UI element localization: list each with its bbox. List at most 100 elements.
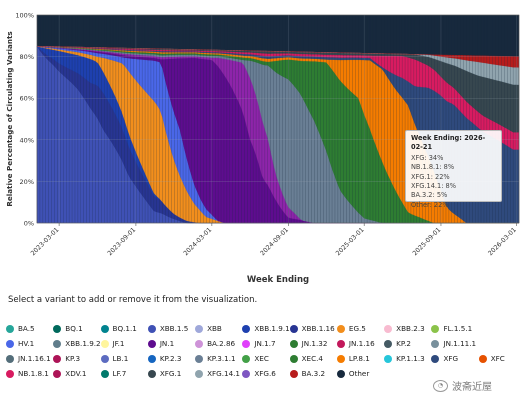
legend-label: BA.3.2 xyxy=(301,369,326,378)
legend-swatch-icon xyxy=(147,324,156,333)
legend-item-lp-8-1[interactable]: LP.8.1 xyxy=(336,354,370,363)
legend-swatch-icon xyxy=(289,369,298,378)
tooltip-line: XFG: 34% xyxy=(411,153,444,162)
y-tick-label: 20% xyxy=(20,178,34,186)
legend-item-bq-1-1[interactable]: BQ.1.1 xyxy=(100,324,137,333)
legend-label: EG.5 xyxy=(348,324,366,333)
legend-item-jf-1[interactable]: JF.1 xyxy=(100,339,125,348)
legend-label: JN.1.7 xyxy=(254,339,276,348)
legend-item-xbb-1-16[interactable]: XBB.1.16 xyxy=(289,324,335,333)
legend-label: JF.1 xyxy=(112,339,125,348)
legend-label: XBB.1.9.1 xyxy=(254,324,290,333)
legend-label: BQ.1.1 xyxy=(112,324,137,333)
legend-item-xbb-1-5[interactable]: XBB.1.5 xyxy=(147,324,188,333)
legend-swatch-icon xyxy=(53,324,62,333)
legend-item-xec-4[interactable]: XEC.4 xyxy=(289,354,323,363)
legend-item-nb-1-8-1[interactable]: NB.1.8.1 xyxy=(6,369,49,378)
legend-item-xbb-1-9-1[interactable]: XBB.1.9.1 xyxy=(242,324,290,333)
y-tick-label: 40% xyxy=(20,136,34,144)
tooltip-line: XFG.14.1: 8% xyxy=(411,182,456,191)
legend-label: KP.2 xyxy=(396,339,411,348)
legend-label: XFG xyxy=(443,354,459,363)
legend-swatch-icon xyxy=(53,339,62,348)
legend-label: XBB xyxy=(207,324,222,333)
legend-item-ba-2-86[interactable]: BA.2.86 xyxy=(195,339,235,348)
tooltip-title: Week Ending: 2026-02-21 xyxy=(411,134,486,152)
legend-swatch-icon xyxy=(100,324,109,333)
legend-swatch-icon xyxy=(147,339,156,348)
legend-item-ba-5[interactable]: BA.5 xyxy=(6,324,35,333)
variant-legend: BA.5 BQ.1 BQ.1.1 XBB.1.5 XBB XBB.1.9.1 XBB.1.1… xyxy=(6,324,526,384)
legend-instructions: Select a variant to add or remove it fro… xyxy=(8,295,258,305)
legend-label: JN.1.32 xyxy=(301,339,328,348)
legend-label: BA.5 xyxy=(18,324,35,333)
legend-swatch-icon xyxy=(242,369,251,378)
legend-item-kp-2[interactable]: KP.2 xyxy=(384,339,411,348)
x-tick-label: 2026-03-01 xyxy=(487,226,518,257)
legend-label: KP.2.3 xyxy=(159,354,182,363)
legend-swatch-icon xyxy=(289,324,298,333)
legend-label: XFC xyxy=(490,354,505,363)
legend-item-jn-1-11-1[interactable]: JN.1.11.1 xyxy=(431,339,476,348)
legend-item-xbb-1-9-2[interactable]: XBB.1.9.2 xyxy=(53,339,101,348)
legend-label: XFG.1 xyxy=(159,369,182,378)
legend-item-eg-5[interactable]: EG.5 xyxy=(336,324,366,333)
legend-label: XFG.6 xyxy=(254,369,276,378)
legend-item-kp-1-1-3[interactable]: KP.1.1.3 xyxy=(384,354,425,363)
legend-swatch-icon xyxy=(336,354,345,363)
legend-item-jn-1-7[interactable]: JN.1.7 xyxy=(242,339,276,348)
legend-item-lf-7[interactable]: LF.7 xyxy=(100,369,126,378)
legend-swatch-icon xyxy=(384,324,393,333)
legend-item-xfg-1[interactable]: XFG.1 xyxy=(147,369,182,378)
legend-item-jn-1-16[interactable]: JN.1.16 xyxy=(336,339,375,348)
tooltip-line: NB.1.8.1: 8% xyxy=(411,163,455,172)
legend-item-jn-1[interactable]: JN.1 xyxy=(147,339,174,348)
x-axis-title: Week Ending xyxy=(247,275,309,285)
legend-item-bq-1[interactable]: BQ.1 xyxy=(53,324,83,333)
legend-item-xfc[interactable]: XFC xyxy=(478,354,505,363)
legend-item-jn-1-32[interactable]: JN.1.32 xyxy=(289,339,328,348)
legend-swatch-icon xyxy=(6,324,14,333)
legend-swatch-icon xyxy=(195,324,204,333)
legend-swatch-icon xyxy=(195,339,204,348)
legend-item-xfg-6[interactable]: XFG.6 xyxy=(242,369,276,378)
legend-swatch-icon xyxy=(431,324,440,333)
y-axis-title: Relative Percentage of Circulating Varia… xyxy=(5,31,14,206)
legend-swatch-icon xyxy=(431,339,440,348)
legend-item-fl-1-5-1[interactable]: FL.1.5.1 xyxy=(431,324,472,333)
legend-item-other[interactable]: Other xyxy=(336,369,369,378)
x-tick-label: 2024-09-01 xyxy=(259,226,290,257)
legend-item-xbb-2-3[interactable]: XBB.2.3 xyxy=(384,324,425,333)
y-tick-label: 0% xyxy=(24,220,34,228)
legend-item-lb-1[interactable]: LB.1 xyxy=(100,354,129,363)
legend-label: HV.1 xyxy=(18,339,35,348)
legend-label: LB.1 xyxy=(112,354,129,363)
legend-swatch-icon xyxy=(384,339,393,348)
legend-item-xbb[interactable]: XBB xyxy=(195,324,222,333)
legend-item-xfg[interactable]: XFG xyxy=(431,354,458,363)
watermark: ◔ 波斋近屋 xyxy=(433,378,492,393)
x-tick-label: 2025-09-01 xyxy=(412,226,443,257)
y-tick-label: 80% xyxy=(20,53,34,61)
tooltip-line: XFG.1: 22% xyxy=(411,172,450,181)
legend-item-kp-2-3[interactable]: KP.2.3 xyxy=(147,354,182,363)
legend-label: JN.1.16 xyxy=(348,339,375,348)
legend-swatch-icon xyxy=(195,354,204,363)
legend-item-jn-1-16-1[interactable]: JN.1.16.1 xyxy=(6,354,51,363)
legend-item-xdv-1[interactable]: XDV.1 xyxy=(53,369,86,378)
legend-item-xec[interactable]: XEC xyxy=(242,354,269,363)
legend-item-ba-3-2[interactable]: BA.3.2 xyxy=(289,369,326,378)
legend-item-hv-1[interactable]: HV.1 xyxy=(6,339,34,348)
legend-label: XBB.2.3 xyxy=(396,324,425,333)
legend-swatch-icon xyxy=(147,369,156,378)
legend-swatch-icon xyxy=(100,369,109,378)
legend-swatch-icon xyxy=(289,339,298,348)
legend-label: JN.1.11.1 xyxy=(443,339,477,348)
legend-label: XBB.1.16 xyxy=(301,324,335,333)
x-tick-label: 2024-03-01 xyxy=(182,226,213,257)
legend-item-kp-3-1-1[interactable]: KP.3.1.1 xyxy=(195,354,236,363)
legend-swatch-icon xyxy=(53,369,62,378)
legend-swatch-icon xyxy=(147,354,156,363)
legend-item-kp-3[interactable]: KP.3 xyxy=(53,354,80,363)
legend-item-xfg-14-1[interactable]: XFG.14.1 xyxy=(195,369,240,378)
